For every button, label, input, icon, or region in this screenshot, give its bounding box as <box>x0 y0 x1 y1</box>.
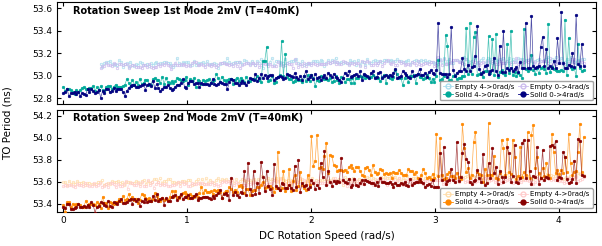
Text: Rotation Sweep 1st Mode 2mV (T=40mK): Rotation Sweep 1st Mode 2mV (T=40mK) <box>73 5 300 15</box>
Text: Rotation Sweep 2nd Mode 2mV (T=40mK): Rotation Sweep 2nd Mode 2mV (T=40mK) <box>73 113 303 123</box>
Text: TO Period (ns): TO Period (ns) <box>3 86 13 160</box>
Legend: Empty 4->0rad/s, Solid 4->0rad/s, Empty 4->0rad/s, Solid 0->4rad/s: Empty 4->0rad/s, Solid 4->0rad/s, Empty … <box>439 188 592 208</box>
Legend: Empty 4->0rad/s, Solid 4->0rad/s, Empty 0->4rad/s, Solid 0->4rad/s: Empty 4->0rad/s, Solid 4->0rad/s, Empty … <box>439 81 592 101</box>
X-axis label: DC Rotation Speed (rad/s): DC Rotation Speed (rad/s) <box>259 231 394 241</box>
